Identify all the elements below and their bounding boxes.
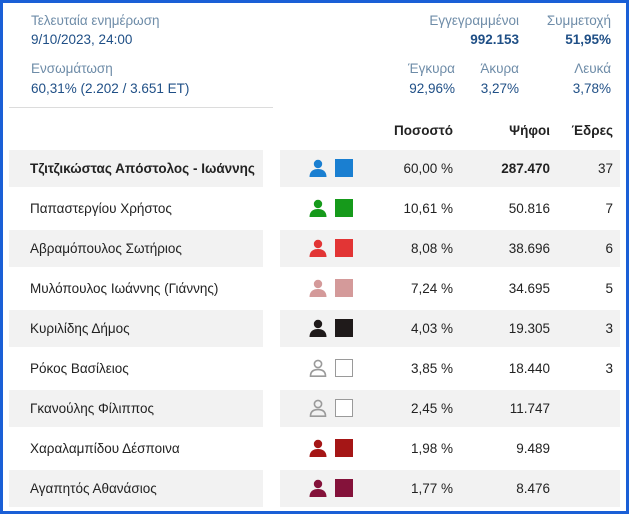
- person-icon: [309, 199, 327, 217]
- last-update-value: 9/10/2023, 24:00: [31, 32, 133, 47]
- candidate-name: Παπαστεργίου Χρήστος: [30, 201, 172, 216]
- person-icon: [309, 439, 327, 457]
- votes-value: 11.747: [509, 401, 550, 416]
- percent-value: 2,45 %: [410, 401, 453, 416]
- candidate-name: Γκανούλης Φίλιππος: [30, 401, 154, 416]
- seats-value: 37: [597, 161, 613, 176]
- percent-value: 1,98 %: [410, 441, 453, 456]
- candidate-name: Κυριλίδης Δήμος: [30, 321, 130, 336]
- registered-value: 992.153: [470, 32, 519, 47]
- party-color-swatch: [335, 399, 353, 417]
- invalid-value: 3,27%: [480, 81, 519, 96]
- candidate-name: Αβραμόπουλος Σωτήριος: [30, 241, 182, 256]
- percent-value: 7,24 %: [410, 281, 453, 296]
- turnout-label: Συμμετοχή: [546, 13, 611, 28]
- person-icon: [309, 279, 327, 297]
- integration-value: 60,31% (2.202 / 3.651 ΕΤ): [31, 81, 190, 96]
- person-icon: [309, 479, 327, 497]
- integration-label: Ενσωμάτωση: [31, 61, 113, 76]
- blank-label: Λευκά: [574, 61, 611, 76]
- party-color-swatch: [335, 199, 353, 217]
- candidate-row[interactable]: Γκανούλης Φίλιππος 2,45 % 11.747: [3, 390, 626, 427]
- votes-value: 50.816: [508, 201, 550, 216]
- party-color-swatch: [335, 159, 353, 177]
- person-icon: [309, 239, 327, 257]
- header-percent[interactable]: Ποσοστό: [394, 123, 453, 138]
- candidate-row[interactable]: Κυριλίδης Δήμος 4,03 % 19.305 3: [3, 310, 626, 347]
- row-background: [9, 150, 263, 187]
- seats-value: 3: [605, 361, 613, 376]
- candidate-row[interactable]: Ρόκος Βασίλειος 3,85 % 18.440 3: [3, 350, 626, 387]
- percent-value: 60,00 %: [403, 161, 453, 176]
- seats-value: 6: [605, 241, 613, 256]
- party-color-swatch: [335, 439, 353, 457]
- party-color-swatch: [335, 239, 353, 257]
- candidate-name: Μυλόπουλος Ιωάννης (Γιάννης): [30, 281, 219, 296]
- percent-value: 1,77 %: [410, 481, 453, 496]
- candidate-name: Αγαπητός Αθανάσιος: [30, 481, 157, 496]
- row-background: [9, 230, 263, 267]
- party-color-swatch: [335, 359, 353, 377]
- valid-value: 92,96%: [409, 81, 455, 96]
- party-color-swatch: [335, 479, 353, 497]
- candidate-name: Χαραλαμπίδου Δέσποινα: [30, 441, 180, 456]
- header-seats[interactable]: Έδρες: [571, 123, 613, 138]
- percent-value: 3,85 %: [410, 361, 453, 376]
- party-color-swatch: [335, 279, 353, 297]
- summary-divider: [9, 107, 273, 108]
- results-summary: Τελευταία ενημέρωση 9/10/2023, 24:00 Ενσ…: [3, 3, 626, 109]
- candidate-name: Ρόκος Βασίλειος: [30, 361, 129, 376]
- last-update-label: Τελευταία ενημέρωση: [31, 13, 160, 28]
- row-background: [9, 310, 263, 347]
- votes-value: 19.305: [508, 321, 550, 336]
- turnout-value: 51,95%: [565, 32, 611, 47]
- party-color-swatch: [335, 319, 353, 337]
- votes-value: 8.476: [516, 481, 550, 496]
- seats-value: 7: [605, 201, 613, 216]
- seats-value: 5: [605, 281, 613, 296]
- percent-value: 10,61 %: [403, 201, 453, 216]
- blank-value: 3,78%: [572, 81, 611, 96]
- registered-label: Εγγεγραμμένοι: [429, 13, 519, 28]
- percent-value: 4,03 %: [410, 321, 453, 336]
- invalid-label: Άκυρα: [480, 61, 519, 76]
- percent-value: 8,08 %: [410, 241, 453, 256]
- candidate-row[interactable]: Τζιτζικώστας Απόστολος - Ιωάννης 60,00 % 2…: [3, 150, 626, 187]
- valid-label: Έγκυρα: [408, 61, 455, 76]
- votes-value: 287.470: [501, 161, 550, 176]
- votes-value: 38.696: [508, 241, 550, 256]
- seats-value: 3: [605, 321, 613, 336]
- candidate-row[interactable]: Μυλόπουλος Ιωάννης (Γιάννης) 7,24 % 34.695…: [3, 270, 626, 307]
- votes-value: 9.489: [516, 441, 550, 456]
- person-outline-icon: [309, 359, 327, 377]
- candidate-name: Τζιτζικώστας Απόστολος - Ιωάννης: [30, 161, 255, 176]
- row-background: [9, 390, 263, 427]
- votes-value: 34.695: [508, 281, 550, 296]
- candidate-row[interactable]: Αβραμόπουλος Σωτήριος 8,08 % 38.696 6: [3, 230, 626, 267]
- votes-value: 18.440: [508, 361, 550, 376]
- candidate-row[interactable]: Χαραλαμπίδου Δέσποινα 1,98 % 9.489: [3, 430, 626, 467]
- candidate-row[interactable]: Παπαστεργίου Χρήστος 10,61 % 50.816 7: [3, 190, 626, 227]
- person-icon: [309, 159, 327, 177]
- person-icon: [309, 319, 327, 337]
- row-background: [9, 470, 263, 507]
- person-outline-icon: [309, 399, 327, 417]
- candidate-row[interactable]: Αγαπητός Αθανάσιος 1,77 % 8.476: [3, 470, 626, 507]
- header-votes[interactable]: Ψήφοι: [509, 123, 550, 138]
